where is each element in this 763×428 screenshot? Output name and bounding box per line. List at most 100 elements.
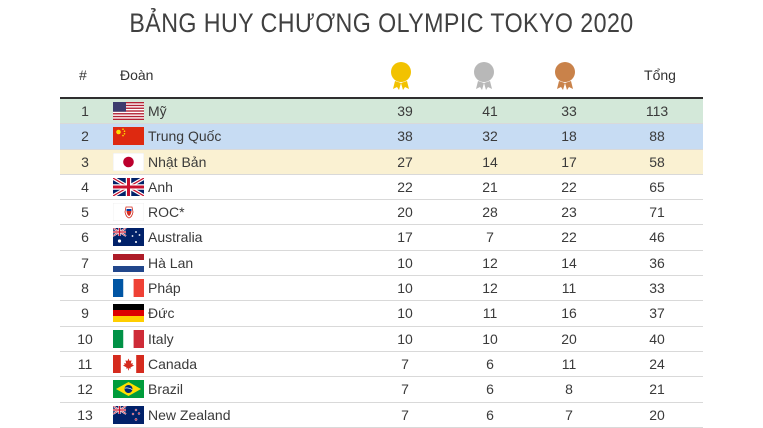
rank-cell: 9 [81, 305, 89, 322]
rank-cell: 13 [77, 406, 93, 423]
silver-count-cell: 41 [482, 103, 498, 119]
table-row: 3 Nhật Bản 27 14 17 58 [60, 149, 703, 175]
gold-count-cell: 10 [397, 305, 413, 322]
table-header: # Đoàn Tổng [60, 58, 703, 96]
gold-count-cell: 39 [397, 103, 413, 119]
bronze-count-cell: 7 [565, 406, 573, 423]
table-row: 13 New Zealand 7 6 7 20 [60, 403, 703, 428]
gold-count-cell: 7 [401, 381, 409, 398]
gold-count-cell: 20 [397, 204, 413, 221]
france-flag-icon [113, 279, 144, 298]
usa-flag-icon [113, 102, 144, 120]
china-flag-icon [113, 127, 144, 146]
table-row: 10 Italy 10 10 20 40 [60, 327, 703, 352]
bronze-count-cell: 20 [561, 330, 577, 347]
rank-cell: 10 [77, 330, 93, 347]
rank-cell: 12 [77, 381, 93, 398]
rank-cell: 8 [81, 280, 89, 297]
germany-flag-icon [113, 304, 144, 323]
team-name-cell: Italy [148, 330, 174, 347]
japan-flag-icon [113, 152, 144, 171]
gold-count-cell: 17 [397, 229, 413, 246]
rank-cell: 11 [77, 355, 93, 372]
gold-count-cell: 27 [397, 153, 413, 170]
rank-cell: 4 [81, 178, 89, 195]
rank-cell: 1 [81, 103, 89, 119]
total-count-cell: 113 [645, 103, 669, 119]
team-name-cell: Mỹ [148, 103, 167, 119]
total-count-cell: 65 [649, 178, 665, 195]
total-count-cell: 58 [649, 153, 665, 170]
uk-flag-icon [113, 177, 144, 196]
table-row: 12 Brazil 7 6 8 21 [60, 377, 703, 403]
rank-cell: 7 [81, 254, 89, 271]
rank-column-header: # [79, 67, 87, 83]
total-count-cell: 21 [649, 381, 665, 398]
team-name-cell: Trung Quốc [148, 128, 222, 145]
total-count-cell: 37 [649, 305, 665, 322]
gold-count-cell: 7 [401, 406, 409, 423]
total-count-cell: 88 [649, 128, 665, 145]
gold-count-cell: 7 [401, 355, 409, 372]
rank-cell: 6 [81, 229, 89, 246]
team-name-cell: Đức [148, 305, 175, 322]
table-row: 1 Mỹ 39 41 33 113 [60, 99, 703, 125]
total-count-cell: 33 [649, 280, 665, 297]
silver-count-cell: 28 [482, 204, 498, 221]
total-count-cell: 36 [649, 254, 665, 271]
australia-flag-icon [113, 228, 144, 247]
brazil-flag-icon [113, 380, 144, 399]
team-name-cell: Pháp [148, 280, 181, 297]
table-row: 6 Australia 17 7 22 46 [60, 225, 703, 251]
team-name-cell: Canada [148, 355, 198, 372]
italy-flag-icon [113, 329, 144, 348]
team-name-cell: Nhật Bản [148, 153, 207, 170]
gold-count-cell: 38 [397, 128, 413, 145]
team-name-cell: Australia [148, 229, 203, 246]
roc-flag-icon [113, 203, 144, 222]
table-row: 5 ROC* 20 28 23 71 [60, 200, 703, 226]
header-divider [60, 97, 703, 99]
medal-table-body: 1 Mỹ 39 41 33 113 2 Trung Quốc 38 32 18 88 3 Nhật Bản… [60, 99, 703, 428]
silver-count-cell: 6 [486, 355, 494, 372]
table-row: 4 Anh 22 21 22 65 [60, 175, 703, 201]
total-count-cell: 24 [649, 355, 665, 372]
new-zealand-flag-icon [113, 405, 144, 424]
bronze-count-cell: 11 [561, 280, 577, 297]
team-name-cell: Anh [148, 178, 173, 195]
total-count-cell: 46 [649, 229, 665, 246]
silver-count-cell: 11 [482, 305, 498, 322]
gold-count-cell: 10 [397, 330, 413, 347]
bronze-count-cell: 17 [561, 153, 577, 170]
table-row: 11 Canada 7 6 11 24 [60, 352, 703, 378]
silver-count-cell: 14 [482, 153, 498, 170]
gold-count-cell: 10 [397, 254, 413, 271]
silver-count-cell: 6 [486, 381, 494, 398]
table-title: BẢNG HUY CHƯƠNG OLYMPIC TOKYO 2020 [129, 8, 634, 38]
table-row: 2 Trung Quốc 38 32 18 88 [60, 124, 703, 150]
total-column-header: Tổng [644, 67, 676, 83]
bronze-count-cell: 22 [561, 178, 577, 195]
silver-count-cell: 12 [482, 280, 498, 297]
total-count-cell: 71 [649, 204, 665, 221]
bronze-count-cell: 14 [561, 254, 577, 271]
silver-count-cell: 10 [482, 330, 498, 347]
gold-medal-icon [388, 60, 414, 92]
bronze-count-cell: 22 [561, 229, 577, 246]
silver-medal-icon [471, 60, 497, 92]
silver-count-cell: 7 [486, 229, 494, 246]
total-count-cell: 40 [649, 330, 665, 347]
rank-cell: 2 [81, 128, 89, 145]
rank-cell: 3 [81, 153, 89, 170]
silver-count-cell: 32 [482, 128, 498, 145]
total-count-cell: 20 [649, 406, 665, 423]
silver-count-cell: 12 [482, 254, 498, 271]
team-column-header: Đoàn [120, 67, 154, 83]
bronze-count-cell: 23 [561, 204, 577, 221]
gold-count-cell: 10 [397, 280, 413, 297]
bronze-count-cell: 33 [561, 103, 577, 119]
canada-flag-icon [113, 354, 144, 373]
bronze-count-cell: 18 [561, 128, 577, 145]
team-name-cell: New Zealand [148, 406, 231, 423]
gold-count-cell: 22 [397, 178, 413, 195]
